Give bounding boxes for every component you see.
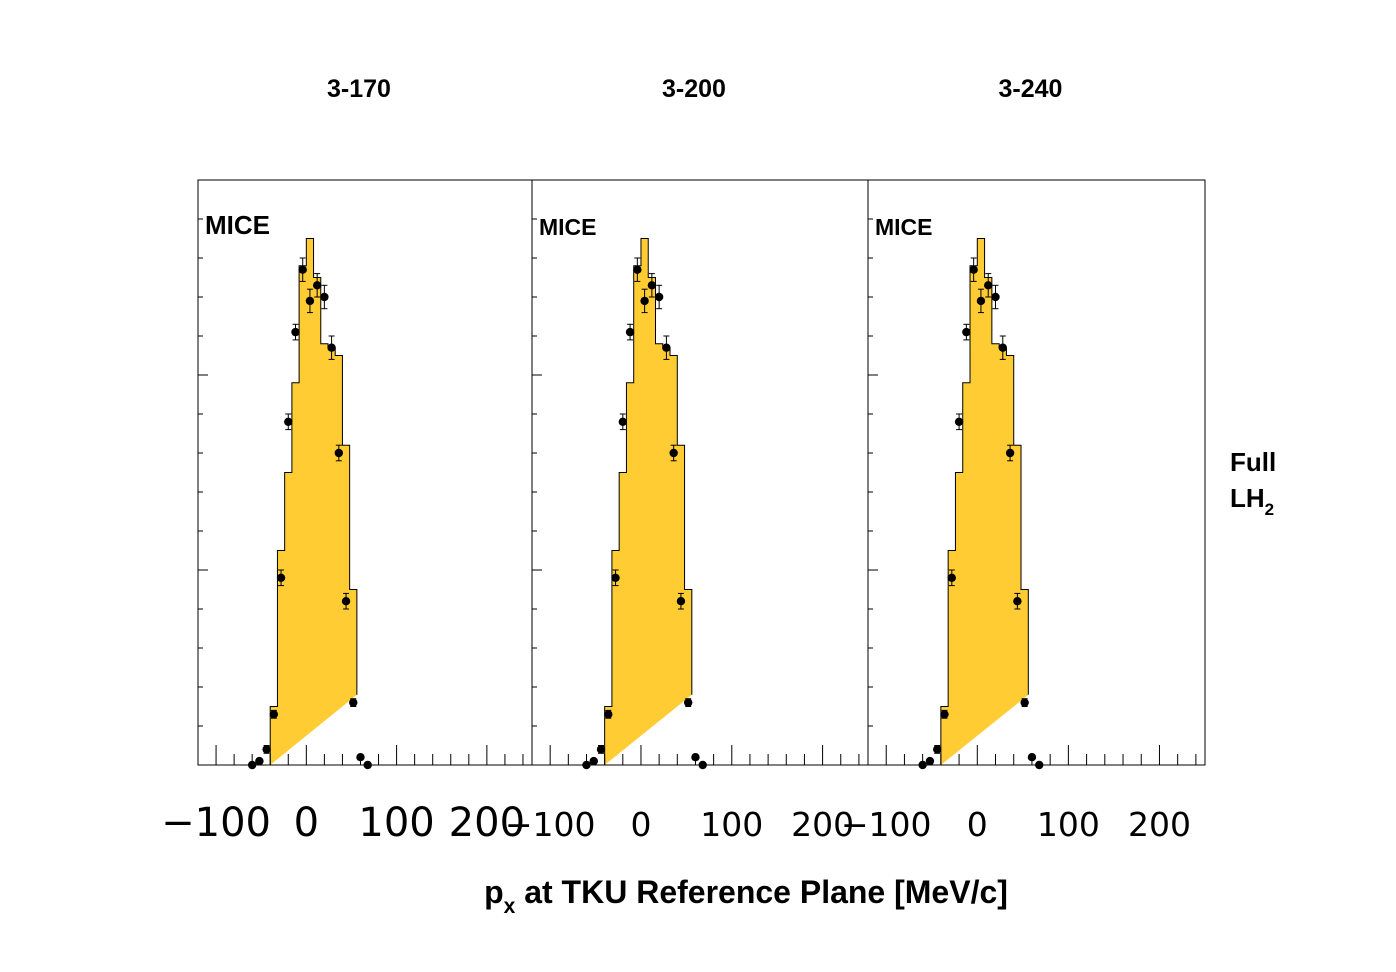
panel-title: 3-170 xyxy=(327,75,391,103)
data-point xyxy=(698,760,707,770)
data-point xyxy=(691,753,700,762)
panel-1: 3-170 MICE −100 0 100 200 xyxy=(161,75,533,846)
data-point xyxy=(947,573,956,582)
data-point xyxy=(969,265,978,274)
data-point xyxy=(976,296,986,306)
data-point xyxy=(940,710,949,719)
data-point xyxy=(662,343,671,352)
data-point xyxy=(618,417,628,426)
data-point xyxy=(647,281,657,290)
panel-2: 3-200 MICE −100 0 100 200 xyxy=(505,75,869,844)
panel-frame xyxy=(867,179,1206,766)
data-point xyxy=(998,343,1007,352)
data-point xyxy=(349,698,358,707)
x-tick-label: 0 xyxy=(630,805,651,844)
data-point xyxy=(669,448,678,458)
x-tick-label: 0 xyxy=(967,805,988,844)
x-tick-label: −100 xyxy=(505,805,596,844)
x-tick-label: 100 xyxy=(358,800,434,846)
data-point xyxy=(582,760,591,770)
x-tick-label: 0 xyxy=(294,800,319,846)
panel-title: 3-240 xyxy=(999,75,1063,103)
x-tick-label: 100 xyxy=(700,805,763,844)
x-axis-label-subscript: x xyxy=(504,895,516,918)
data-point xyxy=(298,265,307,274)
data-point xyxy=(604,710,613,719)
data-point xyxy=(356,753,365,762)
panel-frame xyxy=(531,179,869,766)
data-point xyxy=(918,760,927,770)
side-label-lh2-subscript: 2 xyxy=(1265,500,1274,519)
data-point xyxy=(327,343,336,352)
x-axis-label: px at TKU Reference Plane [MeV/c] xyxy=(484,874,1008,918)
data-point xyxy=(320,292,329,302)
data-point xyxy=(334,448,344,458)
data-point xyxy=(284,417,293,426)
data-point xyxy=(611,573,620,582)
side-label-full: Full xyxy=(1230,447,1276,477)
data-point xyxy=(363,760,372,770)
data-point xyxy=(1020,698,1029,707)
x-axis-label-main: p xyxy=(484,874,504,910)
data-point xyxy=(589,756,598,766)
data-point xyxy=(247,760,257,770)
side-label-lh2: LH2 xyxy=(1230,483,1274,519)
data-point xyxy=(341,597,351,606)
mice-watermark: MICE xyxy=(539,214,597,240)
mc-histogram xyxy=(604,238,693,765)
mc-histogram xyxy=(269,238,358,765)
data-point xyxy=(1027,753,1037,762)
data-point xyxy=(1035,760,1044,770)
data-point xyxy=(625,327,635,337)
data-point xyxy=(262,745,271,754)
side-label-lh2-main: LH xyxy=(1230,483,1265,513)
panels-group: 3-170 MICE −100 0 100 200 3-200 MICE −100 0 100 200… xyxy=(161,75,1206,846)
x-tick-label: 200 xyxy=(1128,805,1191,844)
mice-watermark: MICE xyxy=(205,210,270,240)
data-point xyxy=(305,296,315,306)
data-point xyxy=(954,417,964,426)
data-point xyxy=(269,710,279,719)
x-tick-label: 100 xyxy=(1037,805,1100,844)
data-point xyxy=(991,292,1000,302)
data-point xyxy=(1013,597,1022,606)
data-point xyxy=(1005,448,1015,458)
x-axis-label-rest: at TKU Reference Plane [MeV/c] xyxy=(515,874,1008,910)
data-point xyxy=(676,597,686,606)
mice-watermark: MICE xyxy=(875,214,933,240)
data-point xyxy=(291,327,300,337)
data-point xyxy=(962,327,971,337)
mc-histogram xyxy=(940,238,1029,765)
data-point xyxy=(276,573,286,582)
data-point xyxy=(925,756,935,766)
panel-frame xyxy=(197,179,533,766)
x-tick-label: 200 xyxy=(449,800,525,846)
data-point xyxy=(633,265,642,274)
data-point xyxy=(933,745,942,754)
x-tick-label: 200 xyxy=(791,805,854,844)
data-point xyxy=(683,698,693,707)
data-point xyxy=(654,292,664,302)
data-point xyxy=(312,281,322,290)
data-point xyxy=(255,756,264,766)
data-point xyxy=(984,281,993,290)
x-tick-label: −100 xyxy=(161,800,271,846)
x-tick-label: −100 xyxy=(841,805,932,844)
panel-3: 3-240 MICE −100 0 100 200 xyxy=(841,75,1206,844)
data-point xyxy=(640,296,649,306)
data-point xyxy=(596,745,606,754)
panel-title: 3-200 xyxy=(662,75,726,103)
